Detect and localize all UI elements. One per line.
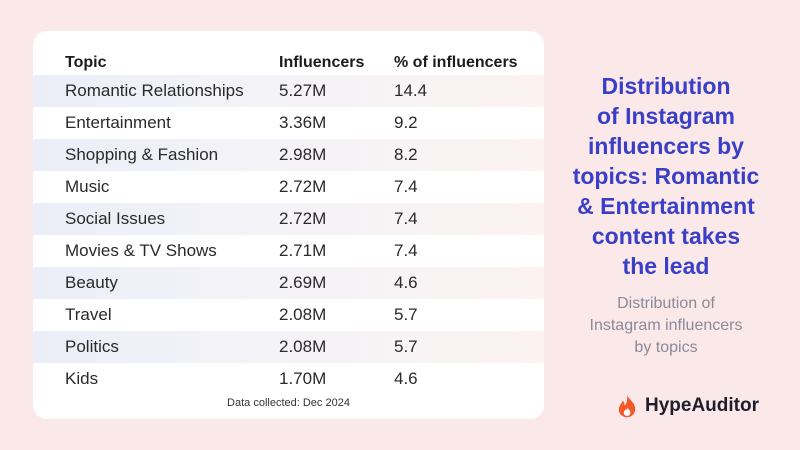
table-row: Shopping & Fashion 2.98M 8.2 bbox=[33, 139, 544, 171]
cell-topic: Travel bbox=[65, 305, 112, 324]
table-row: Music 2.72M 7.4 bbox=[33, 171, 544, 203]
table-row: Social Issues 2.72M 7.4 bbox=[33, 203, 544, 235]
table-row: Travel 2.08M 5.7 bbox=[33, 299, 544, 331]
cell-percent: 4.6 bbox=[394, 369, 418, 388]
cell-percent: 7.4 bbox=[394, 177, 418, 196]
table-row: Movies & TV Shows 2.71M 7.4 bbox=[33, 235, 544, 267]
header-percent: % of influencers bbox=[394, 54, 518, 71]
cell-percent: 4.6 bbox=[394, 273, 418, 292]
cell-percent: 14.4 bbox=[394, 81, 428, 100]
cell-topic: Politics bbox=[65, 337, 119, 356]
cell-topic: Entertainment bbox=[65, 113, 171, 132]
cell-topic: Kids bbox=[65, 369, 99, 388]
cell-percent: 7.4 bbox=[394, 241, 418, 260]
cell-percent: 8.2 bbox=[394, 145, 418, 164]
data-card: Topic Influencers % of influencers Roman… bbox=[33, 31, 544, 419]
data-collected-note: Data collected: Dec 2024 bbox=[227, 397, 350, 409]
brand-name: HypeAuditor bbox=[645, 395, 759, 416]
cell-influencers: 2.08M bbox=[279, 305, 327, 324]
cell-percent: 5.7 bbox=[394, 305, 418, 324]
cell-influencers: 2.72M bbox=[279, 209, 327, 228]
cell-topic: Shopping & Fashion bbox=[65, 145, 219, 164]
cell-topic: Social Issues bbox=[65, 209, 166, 228]
table-row: Kids 1.70M 4.6 bbox=[33, 363, 544, 395]
cell-influencers: 2.72M bbox=[279, 177, 327, 196]
cell-percent: 5.7 bbox=[394, 337, 418, 356]
table-row: Romantic Relationships 5.27M 14.4 bbox=[33, 75, 544, 107]
table-row: Entertainment 3.36M 9.2 bbox=[33, 107, 544, 139]
table-row: Beauty 2.69M 4.6 bbox=[33, 267, 544, 299]
flame-icon bbox=[617, 394, 637, 418]
cell-influencers: 5.27M bbox=[279, 81, 327, 100]
cell-influencers: 2.98M bbox=[279, 145, 327, 164]
cell-topic: Beauty bbox=[65, 273, 118, 292]
cell-topic: Music bbox=[65, 177, 110, 196]
cell-percent: 9.2 bbox=[394, 113, 418, 132]
cell-influencers: 2.08M bbox=[279, 337, 327, 356]
table-row: Politics 2.08M 5.7 bbox=[33, 331, 544, 363]
brand-logo: HypeAuditor bbox=[617, 394, 759, 418]
influencer-table: Topic Influencers % of influencers Roman… bbox=[33, 53, 544, 395]
cell-influencers: 2.69M bbox=[279, 273, 327, 292]
cell-topic: Movies & TV Shows bbox=[65, 241, 217, 260]
cell-influencers: 3.36M bbox=[279, 113, 327, 132]
infographic-subtitle: Distribution of Instagram influencers by… bbox=[589, 295, 743, 356]
cell-topic: Romantic Relationships bbox=[65, 81, 244, 100]
header-topic: Topic bbox=[65, 54, 107, 71]
cell-influencers: 1.70M bbox=[279, 369, 327, 388]
header-influencers: Influencers bbox=[279, 54, 365, 71]
table-header: Topic Influencers % of influencers bbox=[33, 53, 544, 73]
cell-percent: 7.4 bbox=[394, 209, 418, 228]
infographic-title: Distribution of Instagram influencers by… bbox=[572, 73, 760, 279]
cell-influencers: 2.71M bbox=[279, 241, 327, 260]
